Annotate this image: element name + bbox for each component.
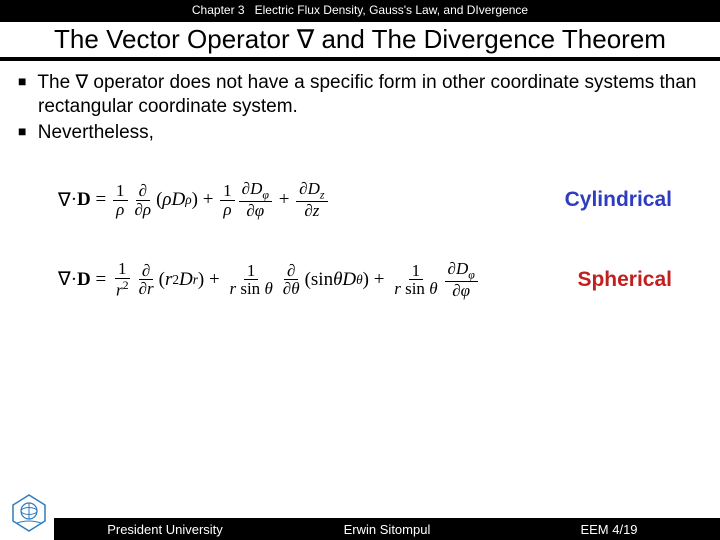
equation-cylindrical-row: ∇·D = 1ρ ∂∂ρ (ρDρ) + 1ρ ∂Dφ∂φ + ∂Dz∂z Cy… bbox=[18, 170, 702, 230]
title-nabla: ∇ bbox=[297, 25, 314, 54]
bullet1-rest: operator does not have a specific form i… bbox=[38, 72, 696, 117]
equation-spherical: ∇·D = 1r2 ∂∂r (r2Dr) + 1r sin θ ∂∂θ (sin… bbox=[58, 260, 480, 300]
title-suffix: and The Divergence Theorem bbox=[314, 24, 666, 54]
label-cylindrical: Cylindrical bbox=[565, 188, 672, 212]
footer-center: Erwin Sitompul bbox=[276, 522, 498, 537]
label-spherical: Spherical bbox=[577, 268, 672, 292]
chapter-title: Electric Flux Density, Gauss's Law, and … bbox=[255, 3, 529, 17]
footer-bar: President University Erwin Sitompul EEM … bbox=[54, 518, 720, 540]
university-logo bbox=[4, 488, 54, 538]
content-area: The ∇ operator does not have a specific … bbox=[0, 61, 720, 310]
footer-left: President University bbox=[54, 522, 276, 537]
footer: President University Erwin Sitompul EEM … bbox=[0, 488, 720, 540]
title-bar: The Vector Operator ∇ and The Divergence… bbox=[0, 20, 720, 61]
title-prefix: The Vector Operator bbox=[54, 24, 297, 54]
chapter-label: Chapter 3 bbox=[192, 3, 245, 17]
bullet1-nabla: ∇ bbox=[75, 72, 88, 93]
slide-title: The Vector Operator ∇ and The Divergence… bbox=[0, 22, 720, 57]
footer-right: EEM 4/19 bbox=[498, 522, 720, 537]
bullet1-prefix: The bbox=[37, 72, 75, 93]
equation-spherical-row: ∇·D = 1r2 ∂∂r (r2Dr) + 1r sin θ ∂∂θ (sin… bbox=[18, 250, 702, 310]
bullet-2: Nevertheless, bbox=[18, 121, 702, 145]
equation-cylindrical: ∇·D = 1ρ ∂∂ρ (ρDρ) + 1ρ ∂Dφ∂φ + ∂Dz∂z bbox=[58, 180, 330, 220]
chapter-bar: Chapter 3 Electric Flux Density, Gauss's… bbox=[0, 0, 720, 20]
bullet-1: The ∇ operator does not have a specific … bbox=[18, 71, 702, 119]
bullet2-text: Nevertheless, bbox=[38, 122, 154, 143]
